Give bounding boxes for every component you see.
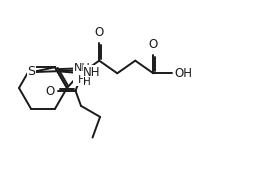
Text: NH
H: NH H: [74, 64, 91, 85]
Text: O: O: [45, 85, 55, 98]
Text: S: S: [27, 65, 35, 78]
Text: H: H: [83, 77, 91, 87]
Text: O: O: [95, 26, 104, 39]
Text: O: O: [149, 38, 158, 51]
Text: OH: OH: [174, 67, 192, 80]
Text: NH: NH: [83, 66, 101, 79]
